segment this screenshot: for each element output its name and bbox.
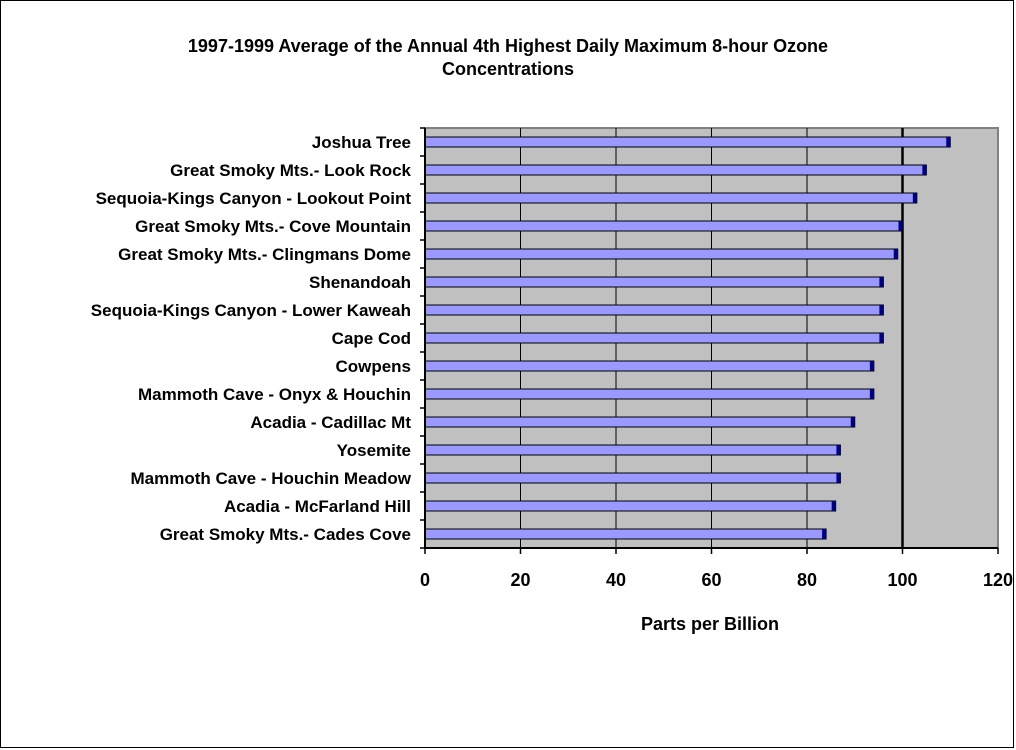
axes <box>420 127 999 554</box>
bar <box>424 276 884 288</box>
category-label: Great Smoky Mts.- Cades Cove <box>160 525 411 544</box>
bar-end-cap <box>946 137 951 147</box>
bar <box>424 136 951 148</box>
bar <box>424 360 875 372</box>
x-tick-label: 40 <box>606 570 626 590</box>
bar-end-cap <box>922 165 927 175</box>
category-labels: Joshua Tree Great Smoky Mts.- Look Rock Se… <box>91 133 412 544</box>
bar-end-cap <box>836 473 841 483</box>
bar <box>424 332 884 344</box>
category-label: Acadia - Cadillac Mt <box>250 413 411 432</box>
bar <box>424 248 899 260</box>
category-label: Sequoia-Kings Canyon - Lookout Point <box>96 189 412 208</box>
bar <box>424 164 927 176</box>
bar-end-cap <box>822 529 827 539</box>
category-label: Cape Cod <box>332 329 411 348</box>
category-label: Acadia - McFarland Hill <box>224 497 411 516</box>
bar <box>424 528 827 540</box>
category-label: Cowpens <box>335 357 411 376</box>
bar <box>424 416 856 428</box>
category-label: Mammoth Cave - Onyx & Houchin <box>138 385 411 404</box>
category-label: Yosemite <box>337 441 411 460</box>
category-label: Great Smoky Mts.- Cove Mountain <box>135 217 411 236</box>
bar-end-cap <box>850 417 855 427</box>
bar-end-cap <box>898 221 903 231</box>
x-tick-label: 20 <box>510 570 530 590</box>
bar <box>424 304 884 316</box>
category-label: Mammoth Cave - Houchin Meadow <box>130 469 411 488</box>
bar <box>424 472 841 484</box>
bar <box>424 220 903 232</box>
category-label: Joshua Tree <box>312 133 411 152</box>
x-tick-label: 100 <box>887 570 917 590</box>
bar-end-cap <box>879 333 884 343</box>
x-tick-label: 60 <box>701 570 721 590</box>
bar <box>424 192 918 204</box>
chart-title-line1: 1997-1999 Average of the Annual 4th High… <box>187 36 829 56</box>
x-tick-label: 0 <box>420 570 430 590</box>
bar-end-cap <box>879 305 884 315</box>
bar-end-cap <box>893 249 898 259</box>
chart-title-line2: Concentrations <box>441 59 574 79</box>
bar-end-cap <box>869 389 874 399</box>
bar <box>424 444 841 456</box>
category-label: Sequoia-Kings Canyon - Lower Kaweah <box>91 301 411 320</box>
bar-end-cap <box>836 445 841 455</box>
bar-end-cap <box>831 501 836 511</box>
category-label: Great Smoky Mts.- Clingmans Dome <box>118 245 411 264</box>
x-tick-labels: 0 20 40 60 80 100 120 <box>420 570 1013 590</box>
bar-end-cap <box>869 361 874 371</box>
category-label: Shenandoah <box>309 273 411 292</box>
bars <box>424 136 951 540</box>
bar <box>424 388 875 400</box>
bar <box>424 500 837 512</box>
x-tick-label: 80 <box>797 570 817 590</box>
x-tick-label: 120 <box>983 570 1013 590</box>
bar-end-cap <box>879 277 884 287</box>
bar-end-cap <box>912 193 917 203</box>
category-label: Great Smoky Mts.- Look Rock <box>170 161 411 180</box>
x-axis-label: Parts per Billion <box>641 614 779 634</box>
